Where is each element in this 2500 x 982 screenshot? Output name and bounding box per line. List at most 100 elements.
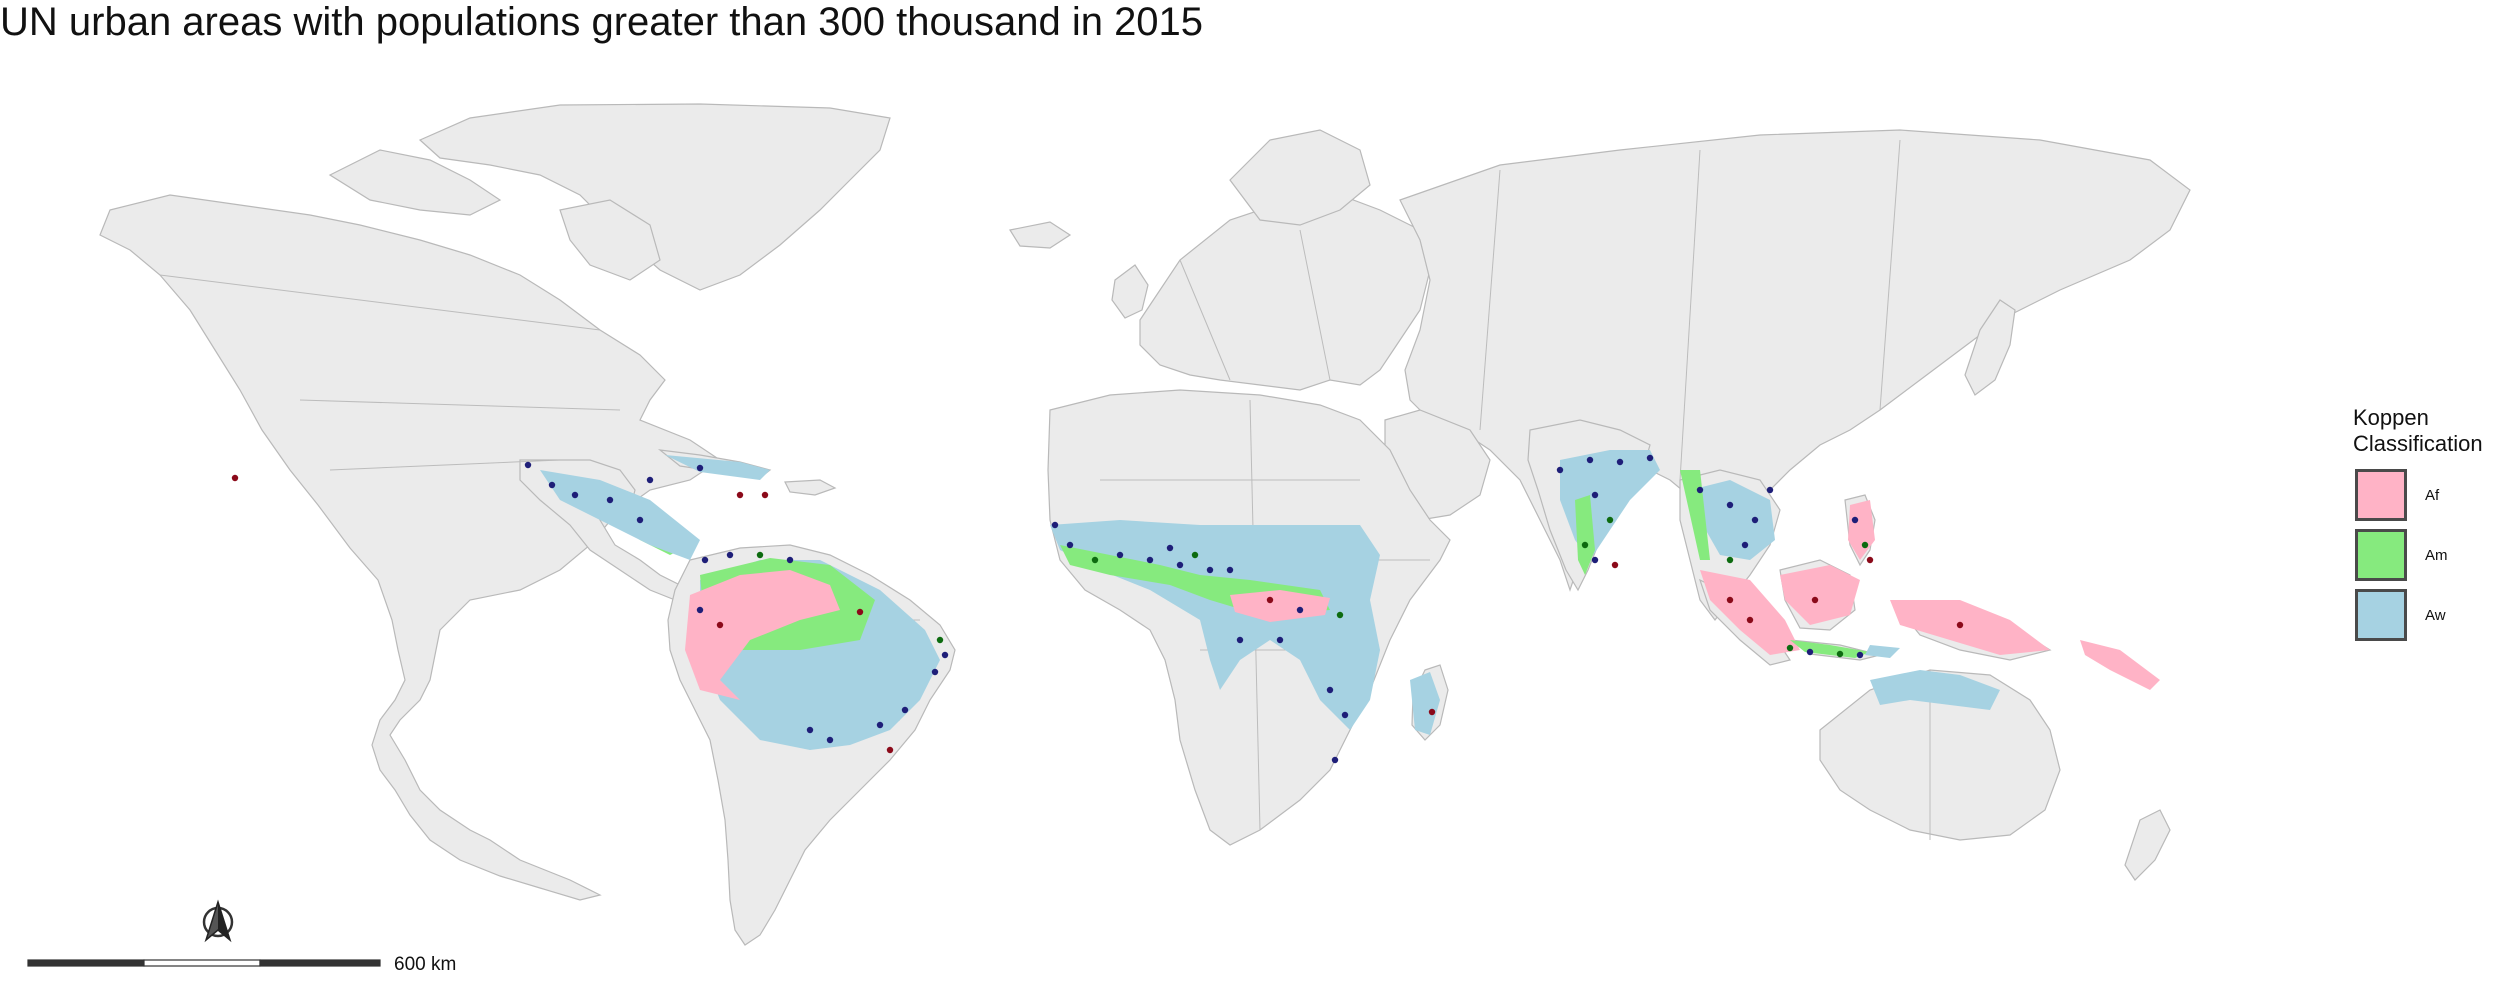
- city-point: [1341, 711, 1349, 719]
- zone-aw-java-east: [1865, 645, 1900, 658]
- greenland: [418, 103, 891, 291]
- city-point: [1066, 541, 1074, 549]
- koppen-zones: [540, 450, 2160, 750]
- zone-aw-madagascar: [1410, 672, 1440, 735]
- city-point: [1591, 556, 1599, 564]
- city-point: [1851, 516, 1859, 524]
- city-point: [1176, 561, 1184, 569]
- legend-label-aw: Aw: [2425, 606, 2446, 624]
- zone-am-indochina: [1680, 470, 1710, 560]
- city-point: [936, 636, 944, 644]
- city-point: [1296, 606, 1304, 614]
- city-point: [1556, 466, 1564, 474]
- city-point: [1586, 456, 1594, 464]
- city-point: [1806, 648, 1814, 656]
- legend-title-line1: Koppen: [2353, 405, 2429, 430]
- city-point: [726, 551, 734, 559]
- city-point: [806, 726, 814, 734]
- city-point: [1428, 708, 1436, 716]
- city-point: [1611, 561, 1619, 569]
- zone-am-india-west: [1575, 495, 1595, 575]
- legend-item-am: Am: [2353, 525, 2493, 585]
- city-point: [1726, 501, 1734, 509]
- europe: [1139, 194, 1431, 391]
- city-point: [571, 491, 579, 499]
- city-point: [1266, 596, 1274, 604]
- city-point: [1646, 454, 1654, 462]
- legend-swatch-aw: [2355, 589, 2407, 641]
- zone-af-africa: [1230, 590, 1330, 622]
- city-point: [1191, 551, 1199, 559]
- city-point: [786, 556, 794, 564]
- city-point: [761, 491, 769, 499]
- scale-bar: [27, 959, 381, 967]
- scandinavia: [1229, 129, 1371, 226]
- city-point: [941, 651, 949, 659]
- city-point: [1866, 556, 1874, 564]
- scale-bar-label: 600 km: [394, 954, 457, 975]
- zone-aw-caribbean: [665, 455, 770, 480]
- city-point: [1616, 458, 1624, 466]
- city-point: [876, 721, 884, 729]
- city-point: [1581, 541, 1589, 549]
- asia: [1399, 129, 2191, 592]
- urban-area-points: [231, 454, 1964, 764]
- city-point: [1751, 516, 1759, 524]
- city-point: [1051, 521, 1059, 529]
- zone-af-south-america: [685, 570, 840, 700]
- city-point: [1786, 644, 1794, 652]
- legend-label-af: Af: [2425, 486, 2440, 504]
- new-zealand: [2124, 809, 2171, 881]
- zone-af-philippines: [1848, 500, 1875, 560]
- map-title: UN urban areas with populations greater …: [0, 0, 1204, 44]
- city-point: [524, 461, 532, 469]
- north-america: [99, 194, 722, 901]
- hispaniola: [784, 479, 837, 496]
- zone-af-indonesia: [1700, 570, 1800, 655]
- uk: [1111, 264, 1149, 319]
- city-point: [931, 668, 939, 676]
- city-point: [1226, 566, 1234, 574]
- city-point: [1606, 516, 1614, 524]
- city-point: [1236, 636, 1244, 644]
- city-point: [1741, 541, 1749, 549]
- city-point: [1166, 544, 1174, 552]
- city-point: [1326, 686, 1334, 694]
- zone-af-new-guinea: [1890, 600, 2050, 655]
- legend-swatch-af: [2355, 469, 2407, 521]
- zone-aw-northern-australia: [1870, 670, 2000, 710]
- city-point: [606, 496, 614, 504]
- city-point: [1591, 491, 1599, 499]
- city-point: [716, 621, 724, 629]
- baffin-island: [559, 199, 661, 281]
- city-point: [696, 464, 704, 472]
- australia: [1819, 669, 2061, 841]
- legend-label-am: Am: [2425, 546, 2448, 564]
- zone-aw-central-america: [540, 470, 700, 560]
- city-point: [701, 556, 709, 564]
- city-point: [756, 551, 764, 559]
- city-point: [1336, 611, 1344, 619]
- city-point: [1746, 616, 1754, 624]
- city-point: [1856, 651, 1864, 659]
- city-point: [1146, 556, 1154, 564]
- arctic-islands: [328, 149, 502, 216]
- city-point: [1116, 551, 1124, 559]
- zone-af-borneo: [1780, 565, 1860, 625]
- city-point: [886, 746, 894, 754]
- city-point: [1861, 541, 1869, 549]
- legend-item-aw: Aw: [2353, 585, 2493, 645]
- city-point: [856, 608, 864, 616]
- city-point: [826, 736, 834, 744]
- north-arrow-icon: [202, 899, 234, 943]
- city-point: [1206, 566, 1214, 574]
- city-point: [1956, 621, 1964, 629]
- zone-aw-indochina: [1690, 480, 1775, 560]
- city-point: [1726, 556, 1734, 564]
- city-point: [1696, 486, 1704, 494]
- city-point: [231, 474, 239, 482]
- japan: [1964, 299, 2016, 396]
- city-point: [901, 706, 909, 714]
- city-point: [1836, 650, 1844, 658]
